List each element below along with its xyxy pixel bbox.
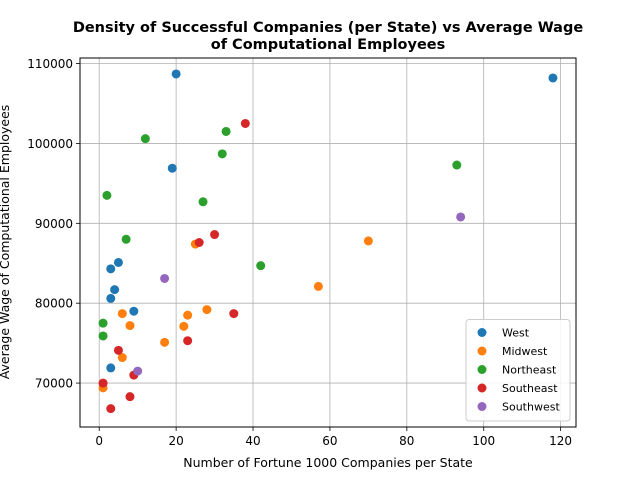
- data-point: [106, 404, 116, 414]
- x-tick-label: 100: [472, 434, 495, 448]
- data-point: [129, 306, 139, 316]
- chart-title-line-1: Density of Successful Companies (per Sta…: [73, 20, 584, 36]
- x-tick-label: 20: [168, 434, 183, 448]
- data-point: [210, 230, 220, 240]
- x-axis-label: Number of Fortune 1000 Companies per Sta…: [183, 455, 473, 470]
- legend-marker: [477, 346, 487, 356]
- data-point: [106, 293, 116, 303]
- data-point: [117, 309, 127, 319]
- legend-item-midwest: Midwest: [477, 345, 548, 358]
- legend-marker: [477, 365, 487, 374]
- legend-item-southeast: Southeast: [477, 382, 558, 395]
- legend-box: [465, 319, 571, 422]
- plot-frame: [79, 57, 577, 428]
- data-point: [202, 305, 212, 315]
- data-point: [179, 321, 189, 331]
- y-axis-label: Average Wage of Computational Employees: [0, 105, 12, 380]
- data-point: [160, 273, 170, 283]
- data-point: [106, 264, 116, 274]
- data-point: [102, 190, 112, 200]
- grid: [80, 58, 576, 427]
- data-point: [110, 285, 120, 295]
- legend-item-west: West: [477, 327, 530, 340]
- data-point: [198, 197, 208, 207]
- legend-item-northeast: Northeast: [477, 364, 557, 377]
- legend: West Midwest Northeast Southeast Southwest: [465, 319, 571, 422]
- data-point: [167, 163, 177, 173]
- legend-label: Southeast: [502, 382, 558, 395]
- legend-marker: [477, 402, 487, 411]
- legend-label: Northeast: [502, 364, 557, 377]
- data-point: [183, 336, 193, 346]
- data-point: [125, 321, 135, 331]
- data-point: [452, 160, 462, 170]
- x-tick-label: 120: [549, 434, 572, 448]
- data-point: [113, 257, 123, 267]
- legend-marker: [477, 383, 487, 393]
- data-point: [140, 134, 150, 144]
- legend-item-southwest: Southwest: [477, 401, 560, 414]
- data-point: [125, 392, 135, 402]
- data-point: [183, 310, 193, 320]
- data-point: [363, 236, 373, 246]
- data-point: [240, 118, 250, 128]
- data-point: [98, 331, 108, 341]
- chart-title-line-2: of Computational Employees: [211, 37, 446, 53]
- series-northeast: [98, 126, 462, 341]
- data-point: [160, 337, 170, 347]
- x-tick-label: 80: [399, 434, 414, 448]
- data-point: [456, 212, 466, 222]
- legend-marker: [477, 328, 487, 337]
- data-point: [171, 69, 181, 79]
- legend-label: Southwest: [502, 401, 560, 414]
- legend-label: Midwest: [502, 345, 548, 358]
- data-point: [194, 238, 204, 247]
- y-tick-label: 70000: [35, 377, 73, 391]
- axis-ticks: 0 20 40 60 80 100 120 70000 80000 90000 100000 1100…: [27, 57, 572, 448]
- data-point: [313, 281, 323, 291]
- x-tick-label: 60: [322, 434, 337, 448]
- x-tick-label: 0: [95, 434, 103, 448]
- data-point: [217, 149, 227, 159]
- y-tick-label: 80000: [35, 297, 73, 311]
- data-point: [106, 363, 116, 373]
- data-points: [98, 69, 558, 414]
- y-tick-label: 100000: [27, 137, 73, 151]
- series-southeast: [98, 118, 250, 414]
- series-southwest: [133, 212, 466, 376]
- legend-label: West: [502, 327, 530, 340]
- data-point: [221, 126, 231, 136]
- y-tick-label: 110000: [27, 57, 73, 71]
- x-tick-label: 40: [245, 434, 260, 448]
- data-point: [121, 234, 131, 244]
- data-point: [98, 378, 108, 388]
- series-west: [106, 69, 558, 373]
- y-tick-label: 90000: [35, 217, 73, 231]
- data-point: [133, 366, 143, 376]
- data-point: [117, 353, 127, 363]
- data-point: [98, 318, 108, 328]
- data-point: [548, 73, 558, 83]
- data-point: [113, 345, 123, 355]
- data-point: [256, 261, 266, 271]
- data-point: [229, 309, 239, 319]
